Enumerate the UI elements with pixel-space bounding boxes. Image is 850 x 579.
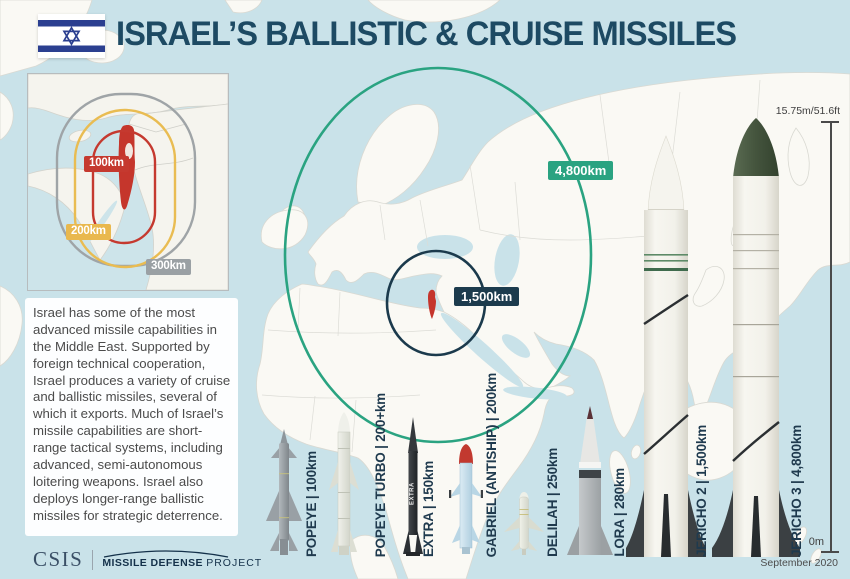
range-label-1500km: 1,500km — [454, 287, 520, 306]
missile-extra: EXTRA — [403, 417, 423, 556]
missile-popeye-turbo — [329, 412, 359, 555]
range-ring-label-300km: 300km — [146, 259, 191, 275]
missile-popeye — [266, 429, 302, 555]
missile-gabriel — [449, 444, 483, 554]
project-name-bold: MISSILE DEFENSE — [102, 557, 203, 569]
missile-label-delilah: DELILAH | 250km — [545, 448, 560, 557]
israel-marker — [428, 289, 436, 319]
range-circle-4800km — [283, 66, 593, 444]
scale-max-label: 15.75m/51.6ft — [775, 105, 840, 117]
missile-delilah — [504, 492, 544, 555]
page-title: ISRAEL’S BALLISTIC & CRUISE MISSILES — [116, 15, 737, 53]
missile-label-popeye: POPEYE | 100km — [304, 450, 319, 557]
missile-jericho-3 — [712, 118, 800, 557]
missile-label-gabriel: GABRIEL (ANTISHIP) | 200km — [484, 372, 499, 557]
missile-label-jericho-2: JERICHO 2 | 1,500km — [694, 424, 709, 557]
range-label-4800km: 4,800km — [548, 161, 614, 180]
range-ring-label-100km: 100km — [84, 156, 129, 172]
csis-wordmark: CSIS — [33, 547, 84, 571]
inset-range-map: 100km 200km 300km — [27, 73, 229, 291]
scale-tick-top — [821, 121, 839, 123]
inset-map-art — [28, 74, 228, 290]
range-ring-label-200km: 200km — [66, 224, 111, 240]
extra-body-text: EXTRA — [410, 482, 416, 505]
publication-date: September 2020 — [760, 557, 838, 569]
missile-jericho-2 — [626, 135, 706, 557]
missile-label-extra: EXTRA | 150km — [421, 461, 436, 557]
project-name-light: PROJECT — [206, 557, 263, 569]
missile-lora — [567, 406, 613, 555]
scale-bar — [830, 122, 832, 552]
scale-tick-bottom — [821, 551, 839, 553]
missile-label-popeye-turbo: POPEYE TURBO | 200+km — [373, 392, 388, 557]
israel-flag-icon — [38, 14, 105, 58]
csis-mdp-logo: CSIS MISSILE DEFENSE PROJECT — [33, 547, 262, 572]
missile-defense-project-logo: MISSILE DEFENSE PROJECT — [102, 550, 262, 569]
ring-100km — [91, 129, 157, 245]
scale-min-label: 0m — [808, 536, 824, 548]
ring-200km — [73, 108, 177, 269]
seas — [417, 234, 567, 400]
description-text: Israel has some of the most advanced mis… — [25, 298, 238, 536]
missile-label-lora: LORA | 280km — [612, 468, 627, 557]
logo-divider — [92, 549, 94, 570]
country-borders — [261, 79, 761, 453]
logo-arc-icon — [104, 550, 229, 558]
